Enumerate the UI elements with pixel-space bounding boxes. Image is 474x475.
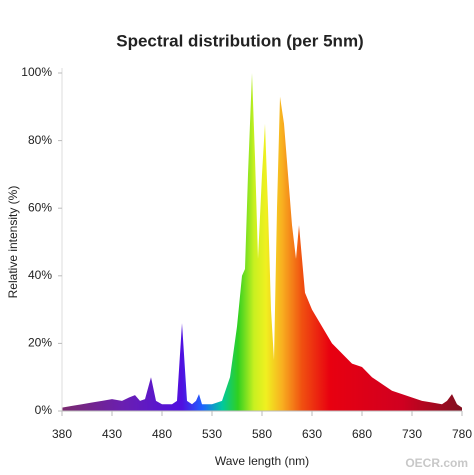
y-tick-label: 0% (35, 403, 53, 417)
y-tick-label: 80% (28, 133, 52, 147)
x-tick-label: 380 (52, 427, 72, 441)
x-tick-label: 730 (402, 427, 422, 441)
y-axis-label: Relative intensity (%) (6, 186, 20, 299)
x-tick-label: 680 (352, 427, 372, 441)
x-tick-label: 530 (202, 427, 222, 441)
x-axis-label: Wave length (nm) (215, 454, 309, 468)
x-tick-label: 430 (102, 427, 122, 441)
chart-title: Spectral distribution (per 5nm) (116, 31, 363, 50)
x-tick-label: 630 (302, 427, 322, 441)
x-tick-label: 780 (452, 427, 472, 441)
x-tick-label: 580 (252, 427, 272, 441)
y-tick-label: 20% (28, 336, 52, 350)
spectrum-area (62, 73, 462, 411)
x-tick-label: 480 (152, 427, 172, 441)
watermark: OECR.com (405, 456, 468, 470)
y-tick-label: 100% (21, 65, 52, 79)
y-tick-label: 40% (28, 268, 52, 282)
y-tick-label: 60% (28, 200, 52, 214)
